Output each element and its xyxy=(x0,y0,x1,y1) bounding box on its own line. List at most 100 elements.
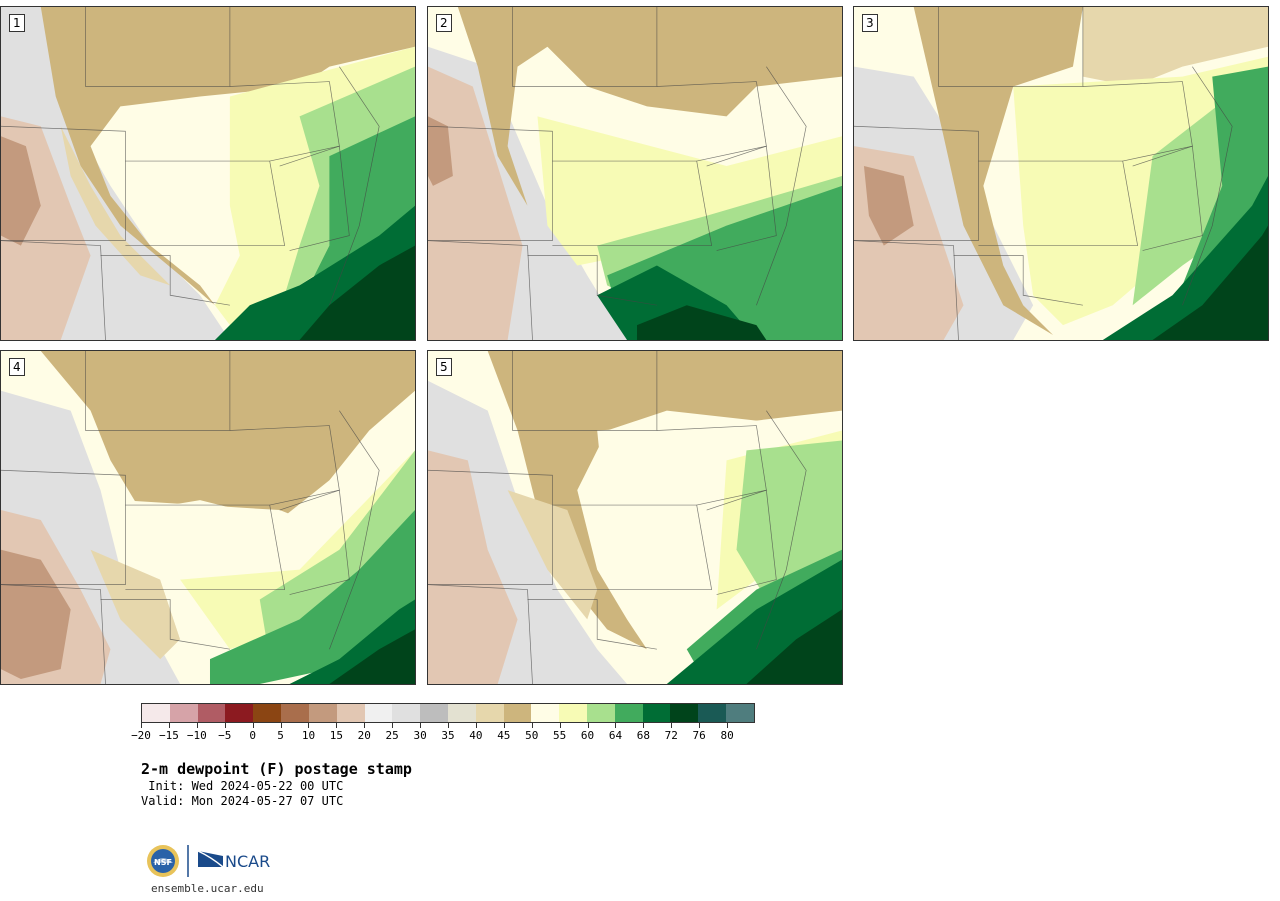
colorbar-tick xyxy=(587,723,589,728)
state-border xyxy=(100,255,230,306)
dewpoint-contour-region xyxy=(1,136,41,246)
colorbar-tick-label: 30 xyxy=(413,729,427,742)
colorbar-tick-label: 20 xyxy=(357,729,371,742)
colorbar-tick-label: 45 xyxy=(497,729,511,742)
state-border xyxy=(978,160,1139,246)
colorbar-tick xyxy=(392,723,394,728)
ncar-logo-text: NCAR xyxy=(225,852,270,871)
colorbar-swatch xyxy=(336,704,365,722)
colorbar-swatch xyxy=(726,704,754,722)
state-border xyxy=(428,125,553,241)
colorbar-tick-label: 40 xyxy=(469,729,483,742)
state-border xyxy=(512,351,658,431)
colorbar-swatch xyxy=(253,704,282,722)
colorbar-tick-label: −10 xyxy=(186,729,207,742)
state-border xyxy=(85,351,231,431)
panel-member-3: 3 xyxy=(853,6,1269,341)
colorbar-tick xyxy=(224,723,226,728)
colorbar-tick-label: 25 xyxy=(385,729,399,742)
colorbar-tick xyxy=(615,723,617,728)
colorbar-swatch xyxy=(197,704,226,722)
state-border xyxy=(512,7,658,87)
colorbar-tick xyxy=(364,723,366,728)
state-border xyxy=(1122,145,1203,251)
colorbar-tick xyxy=(168,723,170,728)
state-border xyxy=(854,240,959,340)
state-border xyxy=(756,410,807,650)
dewpoint-contour-region xyxy=(1,549,71,680)
colorbar-tick-label: −20 xyxy=(131,729,151,742)
colorbar-tick xyxy=(475,723,477,728)
state-border xyxy=(656,81,767,167)
state-border xyxy=(329,410,380,650)
colorbar-tick-label: 64 xyxy=(608,729,623,742)
state-border xyxy=(329,66,380,306)
colorbar-tick-label: 0 xyxy=(249,729,256,742)
panel-label: 1 xyxy=(9,14,25,32)
colorbar-swatch xyxy=(142,704,170,722)
colorbar-tick-label: 55 xyxy=(553,729,567,742)
colorbar-tick xyxy=(308,723,310,728)
panel-label: 5 xyxy=(436,358,452,376)
colorbar-swatch xyxy=(698,704,727,722)
state-border xyxy=(696,489,777,595)
state-border xyxy=(100,599,230,650)
colorbar-tick xyxy=(336,723,338,728)
state-border xyxy=(656,425,767,511)
state-border xyxy=(269,145,350,251)
logos: NSF NCAR xyxy=(145,843,275,879)
colorbar-swatch xyxy=(614,704,643,722)
state-border xyxy=(428,584,533,684)
nsf-logo-text: NSF xyxy=(154,858,172,867)
panel-member-2: 2 xyxy=(427,6,843,341)
colorbar-tick xyxy=(252,723,254,728)
colorbar-tick xyxy=(727,723,729,728)
state-border xyxy=(125,504,286,590)
colorbar-tick xyxy=(559,723,561,728)
state-border xyxy=(229,425,340,511)
colorbar-swatch xyxy=(559,704,587,722)
state-border xyxy=(527,255,657,306)
colorbar-swatch xyxy=(503,704,532,722)
colorbar-tick xyxy=(448,723,449,728)
site-url: ensemble.ucar.edu xyxy=(151,882,264,895)
colorbar-tick-label: 80 xyxy=(720,729,734,742)
state-border xyxy=(552,160,713,246)
state-border xyxy=(269,489,350,595)
colorbar-tick-label: 35 xyxy=(441,729,455,742)
colorbar-swatch xyxy=(308,704,337,722)
state-border xyxy=(428,469,553,585)
colorbar-swatch xyxy=(392,704,421,722)
colorbar-tick xyxy=(420,723,422,728)
colorbar-swatch xyxy=(169,704,198,722)
ncar-logo-icon: NCAR xyxy=(197,850,270,871)
panel-member-1: 1 xyxy=(0,6,416,341)
colorbar-tick-label: −15 xyxy=(158,729,179,742)
colorbar-swatch xyxy=(670,704,699,722)
panel-member-4: 4 xyxy=(0,350,416,685)
colorbar-tick-label: 72 xyxy=(664,729,678,742)
init-time: Init: Wed 2024-05-22 00 UTC xyxy=(141,779,344,793)
state-border xyxy=(938,7,1084,87)
dewpoint-contour-region xyxy=(457,7,842,206)
dewpoint-contour-region xyxy=(913,7,1083,336)
colorbar-swatch xyxy=(225,704,254,722)
colorbar-tick xyxy=(280,723,282,728)
panel-member-5: 5 xyxy=(427,350,843,685)
colorbar-ticks: −20 −15 −10 −5 0 5 10 15 20 25 30 35 40 45 50 55 60 64 68 7… xyxy=(131,723,755,743)
state-border xyxy=(125,160,286,246)
colorbar-tick xyxy=(643,723,645,728)
dewpoint-contour-region xyxy=(329,629,415,684)
state-border xyxy=(953,255,1083,306)
state-border xyxy=(756,66,807,306)
dewpoint-contour-region xyxy=(1082,7,1268,87)
dewpoint-contour-region xyxy=(40,351,415,520)
nsf-logo-icon: NSF xyxy=(147,845,179,877)
state-border xyxy=(527,599,657,650)
colorbar-swatch xyxy=(364,704,393,722)
state-border xyxy=(85,7,231,87)
colorbar xyxy=(141,703,755,723)
state-border xyxy=(229,81,340,167)
dewpoint-contour-region xyxy=(428,116,453,186)
colorbar-swatch xyxy=(281,704,309,722)
